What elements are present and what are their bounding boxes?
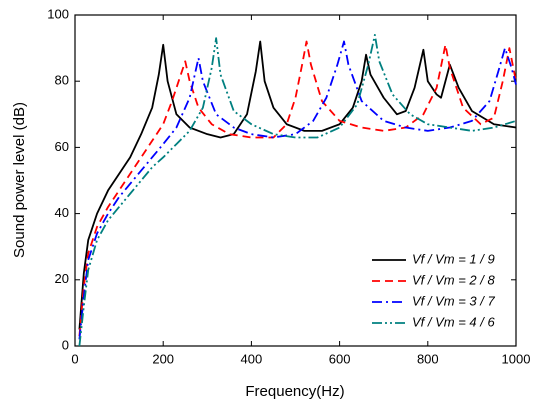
x-tick-label: 200 xyxy=(152,351,174,366)
y-tick-label: 0 xyxy=(62,337,69,352)
x-tick-label: 800 xyxy=(417,351,439,366)
legend-label: Vf / Vm = 1 / 9 xyxy=(412,251,495,266)
series-line xyxy=(78,40,517,340)
y-tick-label: 100 xyxy=(47,6,69,21)
y-axis-label: Sound power level (dB) xyxy=(11,102,28,258)
legend-label: Vf / Vm = 4 / 6 xyxy=(412,314,495,329)
y-tick-label: 20 xyxy=(55,271,69,286)
y-tick-label: 40 xyxy=(55,205,69,220)
y-tick-label: 60 xyxy=(55,139,69,154)
legend-label: Vf / Vm = 2 / 8 xyxy=(412,272,495,287)
x-tick-label: 400 xyxy=(241,351,263,366)
plot-frame xyxy=(74,14,517,347)
legend-label: Vf / Vm = 3 / 7 xyxy=(412,293,495,308)
series-line xyxy=(78,33,517,347)
x-tick-label: 1000 xyxy=(502,351,531,366)
y-tick-label: 80 xyxy=(55,73,69,88)
x-axis-label: Frequency(Hz) xyxy=(245,383,344,400)
series-line xyxy=(78,40,517,330)
series-line xyxy=(78,40,517,337)
x-tick-label: 600 xyxy=(329,351,351,366)
x-tick-label: 0 xyxy=(71,351,78,366)
